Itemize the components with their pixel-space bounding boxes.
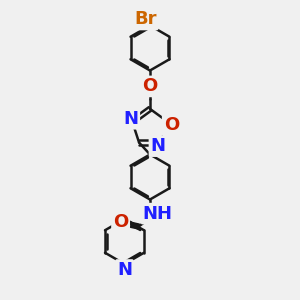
Text: N: N (150, 137, 165, 155)
Text: O: O (164, 116, 179, 134)
Text: NH: NH (142, 205, 172, 223)
Text: N: N (123, 110, 138, 128)
Text: N: N (117, 261, 132, 279)
Text: O: O (113, 213, 128, 231)
Text: O: O (142, 77, 158, 95)
Text: Br: Br (134, 11, 157, 28)
